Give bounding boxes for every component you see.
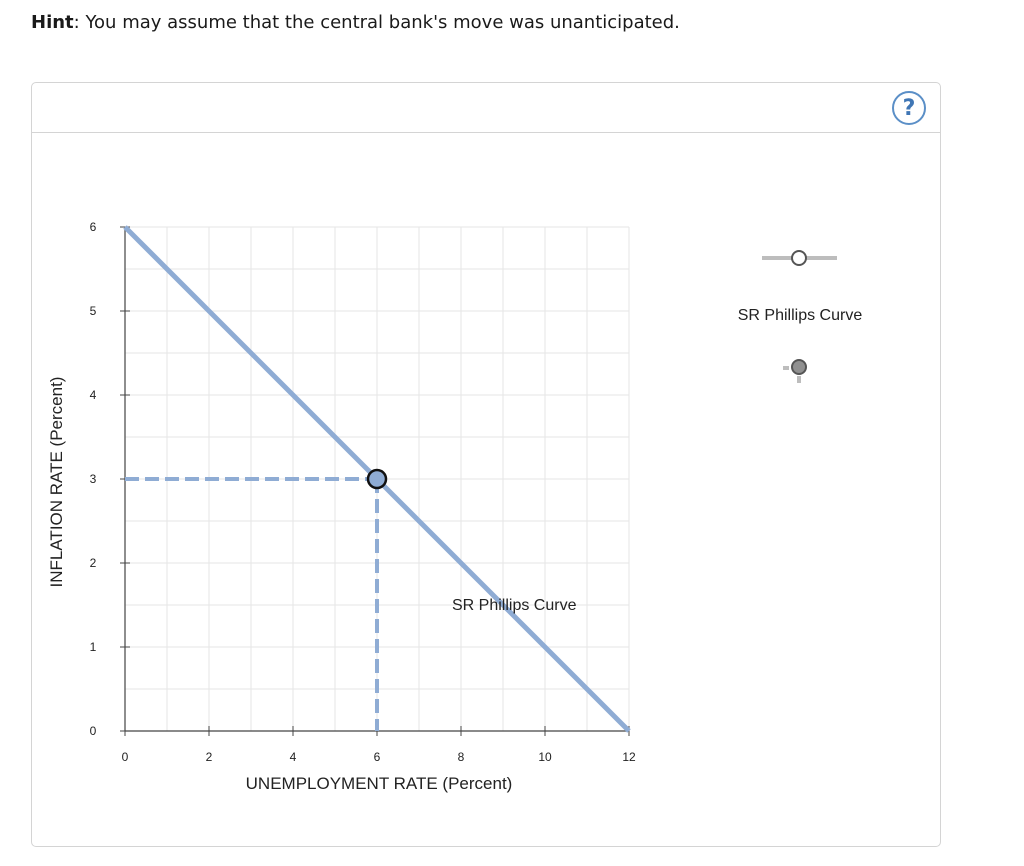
- legend-hollow-point-icon: [791, 250, 807, 266]
- equilibrium-point[interactable]: [366, 468, 388, 490]
- y-tick-label: 4: [90, 388, 97, 402]
- x-axis-title: UNEMPLOYMENT RATE (Percent): [246, 774, 513, 793]
- y-tick-label: 3: [90, 472, 97, 486]
- x-tick-label: 12: [622, 750, 636, 764]
- chart-marks: SR Phillips Curve: [123, 225, 631, 733]
- x-tick-label: 6: [374, 750, 381, 764]
- hint-text: Hint: You may assume that the central ba…: [31, 12, 680, 33]
- y-tick-label: 2: [90, 556, 97, 570]
- graph-panel: ?: [31, 82, 941, 847]
- y-axis-title: INFLATION RATE (Percent): [47, 377, 66, 588]
- panel-header: [32, 83, 940, 133]
- hint-body: : You may assume that the central bank's…: [73, 12, 680, 33]
- x-tick-label: 8: [458, 750, 465, 764]
- y-tick-label: 5: [90, 304, 97, 318]
- y-tick-label: 0: [90, 724, 97, 738]
- x-tick-label: 10: [538, 750, 552, 764]
- legend-label: SR Phillips Curve: [738, 307, 863, 324]
- x-tick-label: 0: [122, 750, 129, 764]
- y-tick-label: 6: [90, 220, 97, 234]
- point-marker-icon: [791, 359, 807, 375]
- legend-palette: SR Phillips Curve: [738, 250, 863, 383]
- legend-item-point-tool[interactable]: [783, 359, 807, 383]
- y-tick-label: 1: [90, 640, 97, 654]
- sr-phillips-curve-label: SR Phillips Curve: [452, 597, 577, 614]
- x-tick-label: 2: [206, 750, 213, 764]
- hint-label: Hint: [31, 12, 74, 33]
- x-tick-label: 4: [290, 750, 297, 764]
- help-question-icon[interactable]: ?: [892, 91, 926, 125]
- legend-item-sr-phillips-curve[interactable]: SR Phillips Curve: [738, 250, 863, 324]
